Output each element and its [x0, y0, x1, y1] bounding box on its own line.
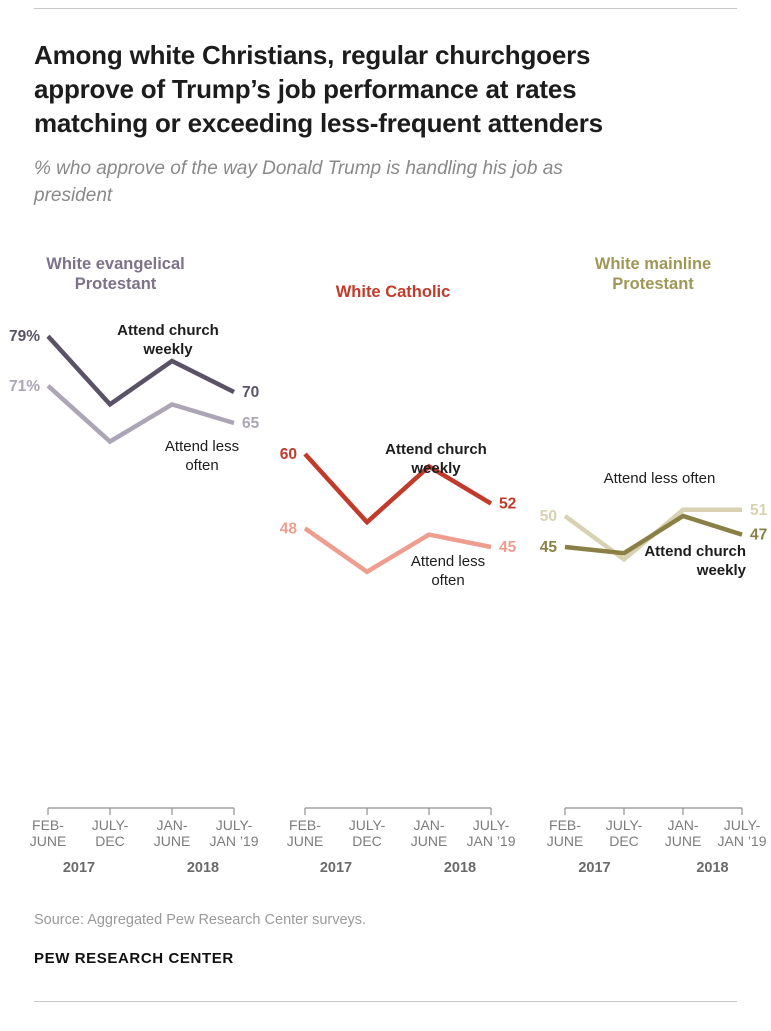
- x-tick-label: DEC: [609, 833, 639, 849]
- x-tick-label: JAN-: [667, 817, 698, 833]
- trend-line: [46, 383, 235, 444]
- year-label: 2017: [63, 860, 95, 876]
- value-label-start: 60: [280, 446, 297, 463]
- value-label-end: 52: [499, 495, 516, 512]
- year-label: 2018: [444, 860, 476, 876]
- x-tick-label: JULY-: [216, 817, 253, 833]
- value-label-end: 51: [750, 501, 768, 518]
- annotation-evangelical-less-often: Attend less often: [164, 437, 240, 474]
- value-label-start: 50: [540, 508, 557, 525]
- x-tick-label: JULY-: [349, 817, 386, 833]
- value-label-end: 65: [242, 415, 260, 432]
- line-chart: FEB- JUNE JULY- DEC JAN- JUNE JULY- JAN ’19 2017…: [0, 248, 771, 898]
- x-tick-label: JULY-: [606, 817, 643, 833]
- value-label-end: 70: [242, 384, 259, 401]
- trend-line: [564, 513, 743, 556]
- trend-line: [303, 452, 493, 525]
- x-tick-label: FEB-: [32, 817, 64, 833]
- x-tick-label: JULY-: [724, 817, 761, 833]
- annotation-catholic-less-often: Attend less often: [410, 552, 486, 589]
- value-label-start: 45: [540, 539, 558, 556]
- year-label: 2018: [187, 860, 219, 876]
- value-label-end: 45: [499, 539, 517, 556]
- top-divider: [34, 8, 737, 9]
- x-tick-label: JUNE: [30, 833, 67, 849]
- x-tick-label: FEB-: [549, 817, 581, 833]
- x-tick-label: JUNE: [547, 833, 584, 849]
- x-tick-label: JUNE: [665, 833, 702, 849]
- x-tick-label: JULY-: [92, 817, 129, 833]
- trend-line: [46, 334, 236, 407]
- panel-title-catholic: White Catholic: [335, 282, 451, 301]
- bottom-divider: [34, 1000, 737, 1002]
- value-label-start: 79%: [9, 328, 40, 345]
- x-tick-label: DEC: [352, 833, 382, 849]
- x-tick-label: JAN-: [413, 817, 444, 833]
- chart-subtitle: % who approve of the way Donald Trump is…: [34, 158, 563, 206]
- x-tick-label: JAN ’19: [466, 833, 515, 849]
- x-tick-label: JUNE: [411, 833, 448, 849]
- value-label-end: 47: [750, 526, 767, 543]
- trend-line: [303, 526, 492, 575]
- x-tick-label: DEC: [95, 833, 125, 849]
- panel-title-evangelical: White evangelical Protestant: [46, 254, 185, 294]
- annotation-mainline-less-often: Attend less often: [603, 469, 716, 487]
- x-tick-label: JUNE: [287, 833, 324, 849]
- annotation-mainline-weekly: Attend church weekly: [644, 542, 746, 579]
- x-tick-label: JAN-: [156, 817, 187, 833]
- source-note: Source: Aggregated Pew Research Center s…: [34, 911, 367, 928]
- year-label: 2018: [696, 860, 728, 876]
- x-tick-label: JUNE: [154, 833, 191, 849]
- year-label: 2017: [320, 860, 352, 876]
- annotation-catholic-weekly: Attend church weekly: [385, 440, 487, 477]
- x-tick-label: JAN ’19: [717, 833, 766, 849]
- chart-title: Among white Christians, regular churchgo…: [34, 40, 603, 138]
- value-label-start: 48: [280, 520, 298, 537]
- x-tick-label: FEB-: [289, 817, 321, 833]
- x-tick-label: JAN ’19: [209, 833, 258, 849]
- brand-footer: PEW RESEARCH CENTER: [34, 949, 234, 967]
- year-label: 2017: [578, 860, 610, 876]
- x-tick-label: JULY-: [473, 817, 510, 833]
- value-label-start: 71%: [9, 377, 40, 394]
- panel-title-mainline: White mainline Protestant: [594, 254, 712, 294]
- annotation-evangelical-weekly: Attend church weekly: [117, 321, 219, 358]
